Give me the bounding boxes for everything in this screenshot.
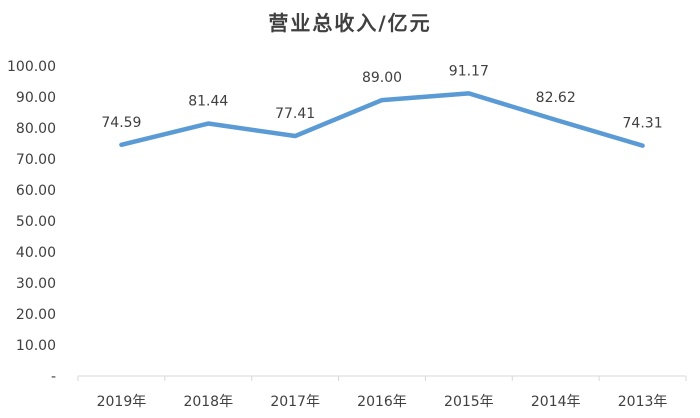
x-tick-label: 2013年	[618, 394, 668, 410]
data-label: 91.17	[449, 63, 489, 79]
data-label: 82.62	[536, 90, 576, 106]
y-tick-label: 90.00	[16, 90, 56, 106]
x-tick-label: 2017年	[270, 394, 320, 410]
series-group	[119, 91, 645, 148]
y-tick-label: 50.00	[16, 214, 56, 230]
y-tick-label: 30.00	[16, 276, 56, 292]
series-line	[119, 91, 645, 148]
x-axis-labels: 2019年 2018年 2017年 2016年 2015年 2014年 2013年	[97, 394, 668, 410]
x-tick-label: 2019年	[97, 394, 147, 410]
y-tick-label: 20.00	[16, 307, 56, 323]
y-tick-label: 40.00	[16, 245, 56, 261]
y-tick-label: 80.00	[16, 121, 56, 137]
y-tick-label: 70.00	[16, 152, 56, 168]
chart-title: 营业总收入/亿元	[268, 11, 431, 35]
data-labels: 74.59 81.44 77.41 89.00 91.17 82.62 74.31	[101, 63, 662, 131]
data-label: 89.00	[362, 70, 402, 86]
y-tick-label: 10.00	[16, 338, 56, 354]
x-tick-label: 2018年	[183, 394, 233, 410]
data-label: 74.31	[623, 116, 663, 132]
y-tick-label: 100.00	[7, 59, 56, 75]
y-tick-label: -	[51, 369, 56, 385]
data-label: 77.41	[275, 106, 315, 122]
x-tick-label: 2016年	[357, 394, 407, 410]
x-tick-label: 2015年	[444, 394, 494, 410]
y-tick-label: 60.00	[16, 183, 56, 199]
x-tick-label: 2014年	[531, 394, 581, 410]
data-label: 74.59	[101, 115, 141, 131]
data-label: 81.44	[188, 94, 228, 110]
x-axis-ticks	[77, 376, 687, 381]
y-axis-ticks: - 10.00 20.00 30.00 40.00 50.00 60.00 70.00 80.0…	[7, 59, 56, 385]
